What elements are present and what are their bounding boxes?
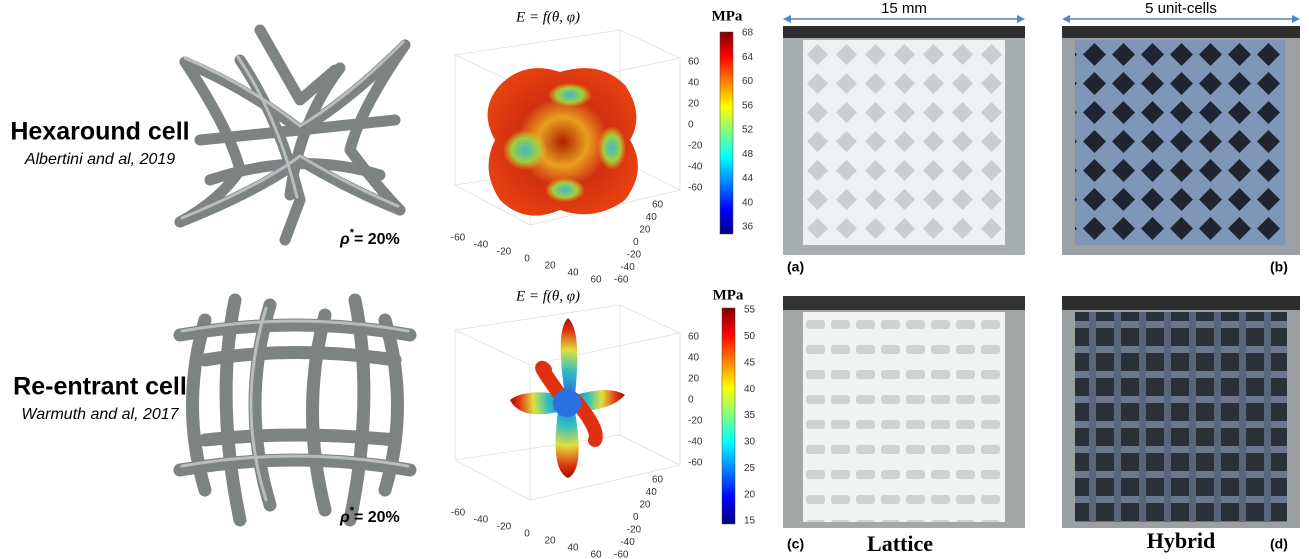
panel-label: (c): [787, 536, 804, 552]
colorbar-tick-label: 45: [744, 357, 756, 368]
colorbar-unit: MPa: [713, 287, 744, 303]
z-tick-label: 60: [688, 332, 700, 343]
y-tick-label: -20: [627, 525, 642, 536]
y-tick-label: 40: [646, 487, 658, 498]
colorbar-tick-label: 30: [744, 437, 756, 448]
x-tick-label: -60: [451, 508, 466, 519]
x-tick-label: -20: [497, 247, 512, 258]
colorbar-tick-label: 25: [744, 463, 756, 474]
colorbar-tick-label: 50: [744, 331, 756, 342]
colorbar-tick-label: 36: [742, 222, 754, 233]
z-tick-label: -60: [688, 183, 703, 194]
x-tick-label: 0: [524, 529, 530, 540]
colorbar-tick-label: 40: [742, 197, 754, 208]
x-tick-label: 0: [524, 254, 530, 265]
z-tick-label: 20: [688, 374, 700, 385]
density-value: = 20%: [354, 231, 400, 248]
y-tick-label: -60: [614, 275, 629, 286]
density-value: = 20%: [354, 509, 400, 526]
colorbar-tick-label: 15: [744, 516, 756, 527]
cell-name: Re-entrant cell: [13, 373, 187, 401]
density-label: ρ*= 20%: [339, 227, 400, 248]
z-tick-label: 40: [688, 78, 700, 89]
dimension-arrows: [783, 15, 1300, 23]
x-tick-label: -40: [474, 240, 489, 251]
panel-label: (a): [787, 259, 804, 275]
x-tick-label: 60: [590, 275, 602, 286]
y-tick-label: -40: [620, 537, 635, 548]
colorbar: [722, 308, 735, 524]
dimension-label: 5 unit-cells: [1145, 0, 1217, 17]
y-tick-label: 0: [633, 237, 639, 248]
y-tick-label: 40: [646, 212, 658, 223]
y-tick-label: -20: [627, 250, 642, 261]
x-tick-label: 20: [544, 261, 556, 272]
z-tick-label: -20: [688, 416, 703, 427]
x-tick-label: 40: [567, 543, 579, 554]
z-tick-label: 0: [688, 120, 694, 131]
colorbar-tick-label: 68: [742, 28, 754, 39]
colorbar-tick-label: 35: [744, 410, 756, 421]
cell-reference: Warmuth and al, 2017: [21, 406, 179, 423]
cell-name: Hexaround cell: [10, 118, 189, 146]
hexaround-cell-drawing: [180, 30, 405, 240]
figure: Hexaround cell Albertini and al, 2019 Re…: [0, 0, 1309, 559]
colorbar-tick-label: 60: [742, 76, 754, 87]
plot-title: E = f(θ, φ): [515, 288, 580, 304]
x-tick-label: -40: [474, 515, 489, 526]
colorbar-tick-label: 48: [742, 149, 754, 160]
panel-label: (d): [1270, 536, 1288, 552]
cell-reference: Albertini and al, 2019: [24, 151, 175, 168]
z-tick-label: -40: [688, 437, 703, 448]
colorbar-unit: MPa: [712, 8, 743, 24]
colorbar-tick-label: 55: [744, 305, 756, 316]
colorbar-tick-label: 56: [742, 100, 754, 111]
column-label: Hybrid: [1147, 528, 1215, 553]
plot-title: E = f(θ, φ): [515, 9, 580, 25]
y-tick-label: 20: [639, 500, 651, 511]
photo-a: [783, 26, 1025, 255]
re-entrant-cell-drawing: [180, 300, 410, 520]
column-label: Lattice: [867, 531, 933, 556]
x-tick-label: 40: [567, 268, 579, 279]
z-tick-label: -60: [688, 458, 703, 469]
z-tick-label: -40: [688, 162, 703, 173]
y-tick-label: 0: [633, 512, 639, 523]
z-tick-label: 40: [688, 353, 700, 364]
x-tick-label: -60: [451, 233, 466, 244]
y-tick-label: 20: [639, 225, 651, 236]
photo-d: [1062, 296, 1300, 528]
dimension-label: 15 mm: [881, 0, 927, 17]
density-symbol: ρ: [339, 231, 350, 248]
photo-c: [783, 296, 1025, 528]
z-tick-label: 0: [688, 395, 694, 406]
modulus-surface: [510, 318, 625, 478]
y-tick-label: -40: [620, 262, 635, 273]
x-tick-label: 60: [590, 550, 602, 559]
colorbar: [720, 32, 733, 234]
colorbar-tick-label: 64: [742, 52, 754, 63]
photo-b: [1062, 26, 1300, 255]
x-tick-label: 20: [544, 536, 556, 547]
modulus-surface: [488, 68, 638, 216]
y-tick-label: 60: [652, 200, 664, 211]
x-tick-label: -20: [497, 522, 512, 533]
colorbar-tick-label: 52: [742, 125, 754, 136]
z-tick-label: 60: [688, 57, 700, 68]
z-tick-label: -20: [688, 141, 703, 152]
y-tick-label: -60: [614, 550, 629, 559]
colorbar-tick-label: 20: [744, 489, 756, 500]
y-tick-label: 60: [652, 475, 664, 486]
colorbar-tick-label: 44: [742, 173, 754, 184]
density-symbol: ρ: [339, 509, 350, 526]
colorbar-tick-label: 40: [744, 384, 756, 395]
z-tick-label: 20: [688, 99, 700, 110]
panel-label: (b): [1270, 259, 1288, 275]
